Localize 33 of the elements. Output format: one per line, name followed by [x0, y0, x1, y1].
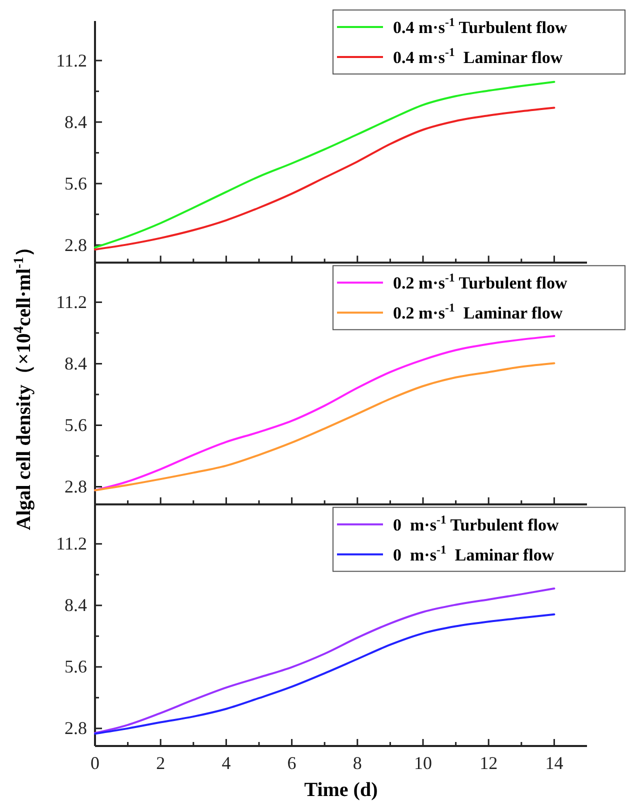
legend-label: 0.4 m·s$^{-1}$ Laminar flow — [393, 45, 564, 67]
y-tick-label: 2.8 — [64, 234, 87, 255]
y-tick-label: 5.6 — [64, 173, 87, 194]
y-tick-label: 2.8 — [64, 718, 87, 738]
y-tick-label: 11.2 — [56, 292, 87, 312]
legend-label: 0.4 m·s$^{-1}$ Turbulent flow — [393, 15, 568, 37]
line-series — [94, 613, 556, 735]
legend-label: 0 m·s$^{-1}$ Turbulent flow — [393, 512, 560, 534]
line-series — [94, 106, 556, 250]
x-tick-label: 6 — [287, 752, 296, 773]
line-series — [94, 587, 556, 734]
line-series — [94, 80, 556, 249]
line-series — [94, 362, 556, 492]
legend-label: 0.2 m·s$^{-1}$ Turbulent flow — [393, 270, 568, 293]
line-series — [94, 335, 556, 492]
x-tick-label: 8 — [352, 752, 362, 773]
x-tick-label: 0 — [90, 752, 100, 773]
y-tick-label: 8.4 — [64, 595, 87, 616]
legend-label: 0 m·s$^{-1}$ Laminar flow — [393, 542, 555, 564]
x-tick-label: 2 — [156, 752, 166, 773]
x-axis-title: Time (d) — [304, 779, 378, 801]
x-tick-label: 12 — [480, 752, 498, 773]
y-tick-label: 5.6 — [64, 415, 87, 435]
x-tick-label: 10 — [414, 752, 432, 773]
y-tick-label: 8.4 — [64, 353, 87, 374]
x-tick-label: 4 — [222, 752, 231, 773]
y-tick-label: 2.8 — [64, 476, 87, 497]
x-tick-label: 14 — [545, 752, 564, 773]
y-tick-label: 5.6 — [64, 656, 87, 677]
y-tick-label: 8.4 — [64, 112, 87, 132]
legend-label: 0.2 m·s$^{-1}$ Laminar flow — [393, 300, 564, 323]
y-tick-label: 11.2 — [56, 50, 87, 70]
y-tick-label: 11.2 — [56, 534, 87, 554]
